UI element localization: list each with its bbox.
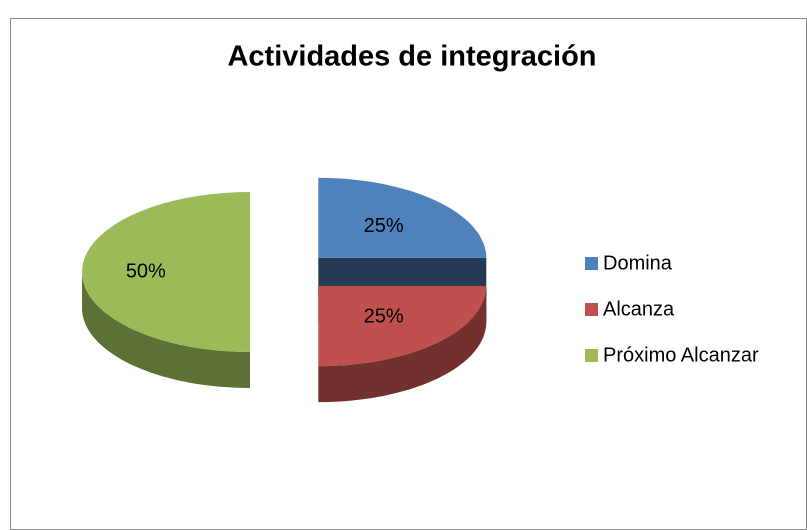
legend-swatch	[585, 349, 598, 362]
value-label: 50%	[126, 260, 166, 282]
slice-wall	[318, 286, 487, 403]
legend-swatch	[585, 257, 598, 270]
slice	[318, 286, 487, 367]
legend-label: Domina	[603, 252, 673, 274]
value-label: 25%	[364, 306, 404, 328]
chart-title: Actividades de integración	[227, 41, 596, 73]
legend-label: Próximo Alcanzar	[603, 344, 759, 366]
slice	[318, 177, 487, 258]
legend-swatch	[585, 303, 598, 316]
slice	[82, 192, 250, 352]
value-label: 25%	[364, 215, 404, 237]
slice-side	[318, 257, 487, 294]
slice-wall	[82, 272, 250, 388]
legend-label: Alcanza	[603, 298, 675, 320]
